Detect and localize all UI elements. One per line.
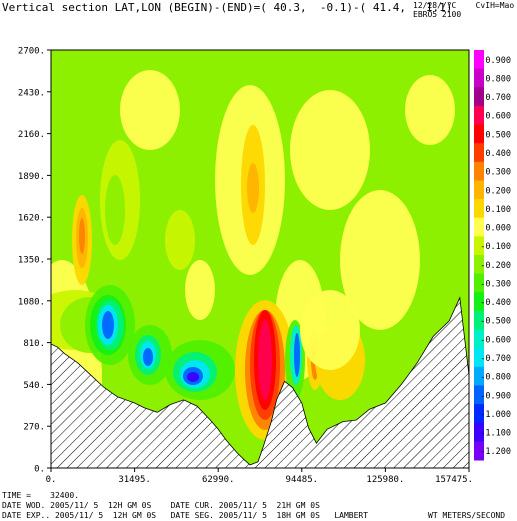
y-tick-label: 2160. [18, 130, 45, 140]
footer-dates-1: DATE WOD. 2005/11/ 5 12H GM 0S DATE CUR.… [2, 501, 320, 510]
y-tick-label: 0. [34, 465, 45, 475]
y-tick-label: 1080. [18, 297, 45, 307]
legend-label: 0.600 [485, 112, 511, 122]
legend-swatch [474, 124, 484, 144]
legend-swatch [474, 87, 484, 107]
legend-label: 0.000 [485, 224, 511, 234]
legend-label: 0.300 [485, 168, 511, 178]
legend-swatch [474, 255, 484, 275]
y-tick-label: 1890. [18, 172, 45, 182]
legend-label: 0.200 [485, 186, 511, 196]
legend-swatch [474, 161, 484, 181]
y-axis: 0. 270. 540. 810. 1080. 1350. 1620. 1890. 2160. 2… [18, 47, 51, 475]
x-tick-label: 94485. [286, 475, 319, 485]
color-legend: 0.900 0.800 0.700 0.600 0.500 0.400 0.300 0.200… [474, 50, 511, 461]
legend-label: -0.700 [480, 354, 511, 364]
y-tick-label: 540. [23, 381, 45, 391]
legend-swatch [474, 143, 484, 163]
y-tick-label: 270. [23, 423, 45, 433]
y-tick-label: 2430. [18, 88, 45, 98]
legend-label: 0.500 [485, 130, 511, 140]
x-tick-label: 31495. [118, 475, 151, 485]
legend-swatch [474, 292, 484, 312]
y-tick-label: 1620. [18, 214, 45, 224]
legend-swatch [474, 348, 484, 368]
y-tick-label: 1350. [18, 256, 45, 266]
legend-swatch [474, 105, 484, 126]
x-axis: 0. 31495. 62990. 94485. 125980. 157475. [46, 468, 473, 485]
legend-label: 0.900 [485, 56, 511, 66]
x-tick-label: 125980. [366, 475, 404, 485]
footer-dates-2: DATE EXP.. 2005/11/ 5 12H GM 0S DATE SEG… [2, 511, 369, 520]
footer-time: TIME = 32400. [2, 491, 80, 500]
legend-swatch [474, 310, 484, 331]
legend-label: -0.200 [480, 261, 511, 271]
legend-label: 0.700 [485, 93, 511, 103]
footer-units: WT METERS/SECOND [428, 511, 506, 520]
legend-label: -1.000 [480, 410, 511, 420]
legend-swatch [474, 199, 484, 219]
x-tick-label: 62990. [202, 475, 235, 485]
legend-swatch [474, 180, 484, 200]
header-date-label: 12/28//?C CvIH=Mao [413, 1, 515, 10]
legend-label: -0.400 [480, 298, 511, 308]
legend-swatch [474, 366, 484, 386]
terrain-mask [51, 296, 469, 468]
legend-swatch [474, 441, 484, 461]
legend-label: -0.800 [480, 373, 511, 383]
legend-label: -0.900 [480, 391, 511, 401]
legend-label: 0.100 [485, 205, 511, 215]
legend-swatch [474, 385, 484, 405]
header-run-label: EBRO5 2100 [413, 10, 462, 19]
legend-label: -0.300 [480, 279, 511, 289]
y-tick-label: 2700. [18, 47, 45, 57]
chart-title: Vertical section LAT,LON (BEGIN)-(END)=(… [2, 1, 453, 14]
x-tick-label: 0. [46, 475, 57, 485]
legend-label: -0.600 [480, 335, 511, 345]
legend-label: -0.100 [480, 242, 511, 252]
legend-label: 0.800 [485, 74, 511, 84]
legend-swatch [474, 50, 484, 70]
legend-swatch [474, 329, 484, 349]
legend-swatch [474, 422, 484, 442]
y-tick-label: 810. [23, 339, 45, 349]
legend-label: -1.100 [480, 429, 511, 439]
legend-swatch [474, 217, 484, 237]
x-tick-label: 157475. [435, 475, 473, 485]
legend-swatch [474, 404, 484, 424]
legend-label: -1.200 [480, 447, 511, 457]
legend-swatch [474, 68, 484, 88]
legend-label: -0.500 [480, 317, 511, 327]
legend-swatch [474, 236, 484, 256]
legend-swatch [474, 273, 484, 293]
legend-label: 0.400 [485, 149, 511, 159]
